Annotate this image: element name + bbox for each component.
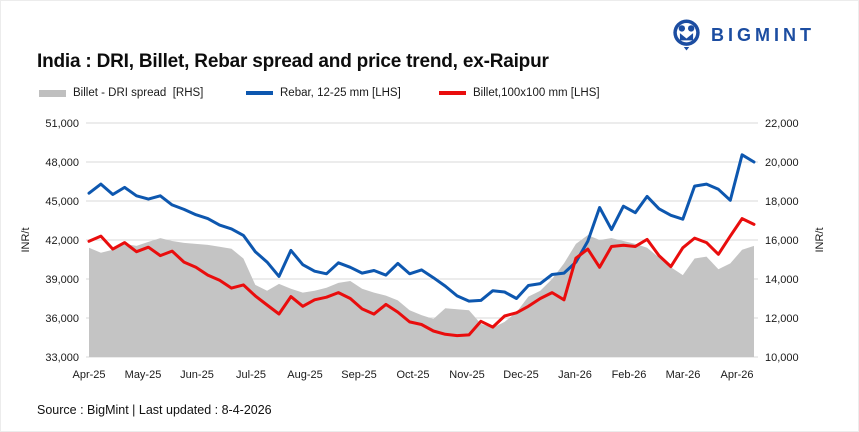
source-note: Source : BigMint | Last updated : 8-4-20…: [37, 403, 272, 417]
svg-text:20,000: 20,000: [765, 157, 799, 169]
legend-item-spread: Billet - DRI spread [RHS]: [39, 87, 203, 99]
svg-text:36,000: 36,000: [45, 313, 79, 325]
legend-label-rebar: Rebar, 12-25 mm [LHS]: [280, 87, 401, 99]
billet-line-swatch-icon: [439, 91, 466, 95]
svg-text:Oct-25: Oct-25: [396, 369, 429, 381]
svg-text:Apr-26: Apr-26: [720, 369, 753, 381]
svg-text:18,000: 18,000: [765, 196, 799, 208]
svg-text:Apr-25: Apr-25: [72, 369, 105, 381]
svg-text:INR/t: INR/t: [814, 227, 826, 252]
svg-text:16,000: 16,000: [765, 235, 799, 247]
svg-text:Aug-25: Aug-25: [287, 369, 322, 381]
chart-title: India : DRI, Billet, Rebar spread and pr…: [37, 51, 549, 72]
legend-label-spread: Billet - DRI spread [RHS]: [73, 87, 204, 99]
svg-text:14,000: 14,000: [765, 274, 799, 286]
legend-item-billet: Billet,100x100 mm [LHS]: [439, 87, 600, 99]
bigmint-logo-icon: [673, 19, 700, 51]
svg-text:Mar-26: Mar-26: [666, 369, 701, 381]
svg-text:Jul-25: Jul-25: [236, 369, 266, 381]
svg-text:45,000: 45,000: [45, 196, 79, 208]
svg-text:48,000: 48,000: [45, 157, 79, 169]
svg-text:Feb-26: Feb-26: [612, 369, 647, 381]
svg-text:Jan-26: Jan-26: [558, 369, 592, 381]
spread-area-series: [89, 235, 754, 357]
billet-line-series: [87, 217, 756, 338]
bigmint-logo: BIGMINT: [671, 17, 815, 53]
chart-legend: Billet - DRI spread [RHS] Rebar, 12-25 m…: [1, 87, 858, 103]
svg-text:10,000: 10,000: [765, 352, 799, 364]
svg-text:Nov-25: Nov-25: [449, 369, 484, 381]
rebar-line-series: [87, 153, 756, 303]
bigmint-logo-text: BIGMINT: [711, 24, 815, 45]
svg-text:Sep-25: Sep-25: [341, 369, 376, 381]
svg-text:39,000: 39,000: [45, 274, 79, 286]
rebar-line-swatch-icon: [246, 91, 273, 95]
legend-item-rebar: Rebar, 12-25 mm [LHS]: [246, 87, 401, 99]
svg-text:Dec-25: Dec-25: [503, 369, 538, 381]
spread-area-swatch-icon: [39, 89, 66, 97]
svg-text:May-25: May-25: [125, 369, 162, 381]
svg-text:Jun-25: Jun-25: [180, 369, 214, 381]
svg-text:INR/t: INR/t: [20, 227, 32, 252]
svg-text:12,000: 12,000: [765, 313, 799, 325]
svg-text:51,000: 51,000: [45, 118, 79, 130]
svg-text:33,000: 33,000: [45, 352, 79, 364]
legend-label-billet: Billet,100x100 mm [LHS]: [473, 87, 600, 99]
svg-text:22,000: 22,000: [765, 118, 799, 130]
svg-text:42,000: 42,000: [45, 235, 79, 247]
